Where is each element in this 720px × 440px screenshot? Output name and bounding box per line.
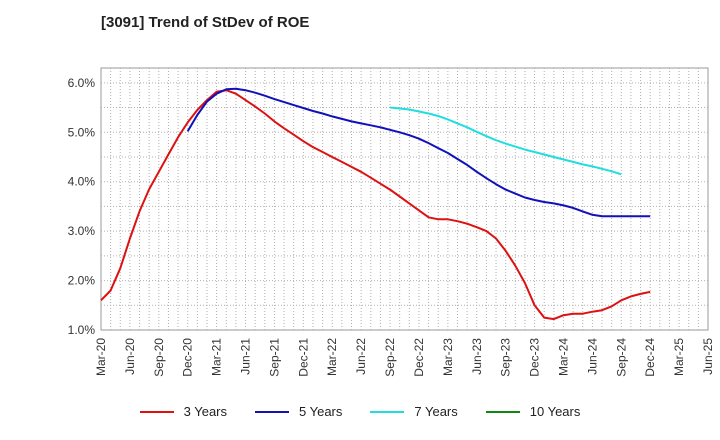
x-tick-label: Sep-21 [267, 338, 281, 377]
x-tick-label: Dec-23 [528, 338, 542, 377]
legend-swatch [255, 410, 289, 413]
legend-swatch [139, 410, 174, 413]
x-tick-label: Jun-23 [470, 338, 484, 375]
y-tick-label: 5.0% [68, 125, 96, 139]
x-tick-label: Jun-25 [701, 338, 715, 375]
chart-legend: 3 Years 5 Years 7 Years 10 Years [0, 404, 720, 419]
legend-label: 7 Years [414, 404, 458, 419]
x-tick-label: Mar-23 [441, 338, 455, 376]
y-tick-label: 4.0% [68, 175, 96, 189]
series-line-3-years [100, 89, 651, 321]
legend-item: 10 Years [485, 404, 581, 419]
legend-label: 3 Years [183, 404, 227, 419]
x-tick-label: Dec-21 [296, 338, 310, 377]
x-tick-label: Mar-24 [556, 338, 570, 376]
x-tick-label: Jun-22 [354, 338, 368, 375]
legend-item: 5 Years [255, 404, 342, 419]
x-tick-label: Jun-24 [585, 338, 599, 375]
x-tick-label: Mar-22 [325, 338, 339, 376]
legend-label: 5 Years [299, 404, 343, 419]
x-tick-label: Mar-21 [210, 338, 224, 376]
x-tick-label: Jun-21 [239, 338, 253, 375]
x-tick-label: Sep-23 [499, 338, 513, 377]
y-tick-label: 6.0% [68, 76, 96, 90]
x-tick-label: Sep-20 [152, 338, 166, 377]
x-tick-label: Mar-25 [672, 338, 686, 376]
x-tick-label: Sep-24 [614, 338, 628, 377]
legend-swatch [485, 410, 520, 413]
x-tick-label: Sep-22 [383, 338, 397, 377]
chart-title: [3091] Trend of StDev of ROE [101, 14, 310, 31]
y-tick-label: 3.0% [68, 224, 96, 238]
chart-plot: 1.0% 2.0% 3.0% 4.0% 5.0% 6.0% Mar-20 Jun-20 Sep-… [68, 67, 715, 377]
legend-item: 7 Years [370, 404, 458, 419]
x-tick-label: Dec-22 [412, 338, 426, 377]
x-tick-label: Dec-24 [643, 338, 657, 377]
y-tick-label: 2.0% [68, 274, 96, 288]
legend-item: 3 Years [139, 404, 227, 419]
legend-label: 10 Years [529, 404, 581, 419]
x-tick-label: Dec-20 [181, 338, 195, 377]
y-tick-label: 1.0% [68, 323, 96, 337]
x-tick-label: Mar-20 [94, 338, 108, 376]
legend-swatch [370, 410, 405, 413]
x-tick-label: Jun-20 [123, 338, 137, 375]
